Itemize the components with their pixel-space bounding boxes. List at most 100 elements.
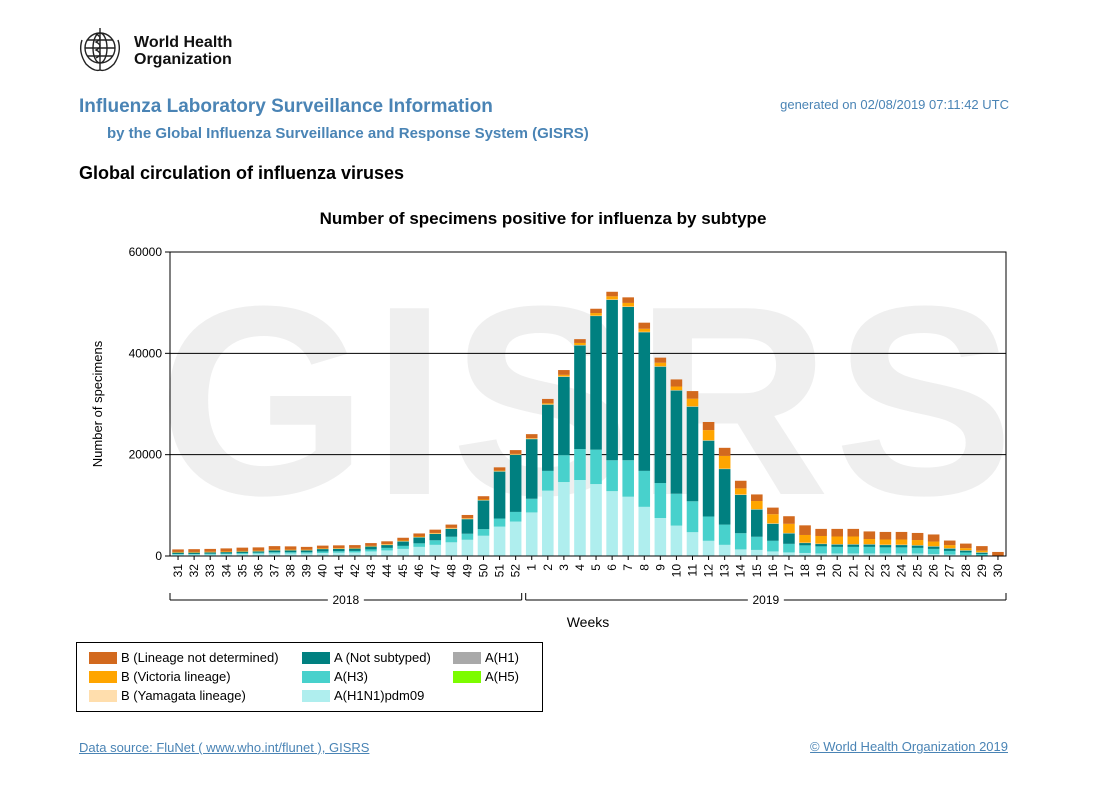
bar-segment-a-h1n1-pdm09 <box>686 532 699 556</box>
bar-segment-a-not-subtyped <box>252 551 265 553</box>
x-tick-label: 2 <box>541 564 555 571</box>
bar-segment-b-lineage-not-determined <box>236 547 249 551</box>
bar-segment-a-h1n1-pdm09 <box>879 553 892 556</box>
bar-segment-b-yamagata-lineage <box>445 528 458 529</box>
legend-label: A (Not subtyped) <box>334 650 431 665</box>
bar-segment-a-not-subtyped <box>654 366 667 484</box>
bar-segment-a-h1n1-pdm09 <box>333 552 345 556</box>
x-tick-label: 1 <box>525 564 539 571</box>
bar-segment-b-victoria-lineage <box>686 398 699 407</box>
x-tick-label: 17 <box>782 564 796 578</box>
bar-segment-b-lineage-not-determined <box>702 421 715 431</box>
bar-segment-b-lineage-not-determined <box>847 528 860 537</box>
bar-segment-a-h3 <box>911 547 924 554</box>
bar-segment-a-h1n1-pdm09 <box>236 553 249 556</box>
bar-segment-a-h1n1-pdm09 <box>895 553 908 556</box>
bar-segment-a-not-subtyped <box>670 390 683 494</box>
bar-segment-b-lineage-not-determined <box>638 322 651 329</box>
copyright-link[interactable]: © World Health Organization 2019 <box>810 739 1008 754</box>
bar-segment-b-lineage-not-determined <box>172 549 184 552</box>
bar-segment-a-h3 <box>686 501 699 533</box>
bar-segment-a-not-subtyped <box>767 523 779 541</box>
bar-segment-a-h3 <box>172 553 184 555</box>
bar-segment-b-yamagata-lineage <box>461 518 474 520</box>
x-tick-label: 21 <box>846 564 860 578</box>
bar-segment-a-h1n1-pdm09 <box>300 553 313 556</box>
bar-segment-a-h1n1-pdm09 <box>445 542 458 556</box>
legend-swatch <box>302 671 330 683</box>
bar-segment-b-victoria-lineage <box>397 540 409 542</box>
bar-segment-b-victoria-lineage <box>927 541 940 547</box>
who-logo-text-line1: World Health <box>134 34 233 51</box>
legend-label: B (Yamagata lineage) <box>121 688 246 703</box>
bar-segment-b-yamagata-lineage <box>815 543 827 545</box>
bar-segment-a-h1n1-pdm09 <box>493 526 506 556</box>
bar-segment-a-h3 <box>943 550 956 555</box>
bar-segment-a-h3 <box>188 553 200 555</box>
bar-segment-a-h3 <box>702 516 715 541</box>
x-tick-label: 43 <box>364 564 378 578</box>
bar-segment-b-victoria-lineage <box>767 514 779 524</box>
bar-segment-b-lineage-not-determined <box>911 532 924 541</box>
bar-segment-b-lineage-not-determined <box>204 548 216 552</box>
legend-label: B (Victoria lineage) <box>121 669 231 684</box>
bar-segment-a-h3 <box>895 547 908 554</box>
x-tick-label: 30 <box>991 564 1005 578</box>
bar-segment-a-not-subtyped <box>284 550 297 553</box>
bar-segment-a-h1n1-pdm09 <box>509 521 522 556</box>
bar-segment-a-h3 <box>349 550 361 553</box>
bar-segment-a-h3 <box>461 533 474 540</box>
bar-segment-a-not-subtyped <box>799 542 811 546</box>
bar-segment-a-h3 <box>654 483 667 518</box>
bar-segment-b-lineage-not-determined <box>300 546 313 550</box>
bar-segment-a-not-subtyped <box>590 315 602 450</box>
bar-segment-a-h3 <box>734 533 747 550</box>
bar-segment-b-yamagata-lineage <box>976 552 988 553</box>
bar-segment-a-h1n1-pdm09 <box>188 554 200 556</box>
x-tick-label: 16 <box>766 564 780 578</box>
bar-segment-a-h3 <box>847 546 860 554</box>
x-tick-label: 48 <box>444 564 458 578</box>
x-tick-label: 42 <box>348 564 362 578</box>
bar-segment-b-lineage-not-determined <box>670 379 683 387</box>
bar-segment-a-h1n1-pdm09 <box>927 553 940 556</box>
bar-segment-a-not-subtyped <box>542 404 554 471</box>
bar-segment-a-not-subtyped <box>879 544 892 548</box>
bar-segment-a-h1n1-pdm09 <box>252 553 265 556</box>
bar-segment-a-h3 <box>252 552 265 554</box>
bar-segment-b-yamagata-lineage <box>333 548 345 549</box>
bar-segment-a-h1n1-pdm09 <box>397 548 409 556</box>
bar-segment-a-h3 <box>638 470 651 507</box>
bar-segment-b-victoria-lineage <box>252 550 265 552</box>
bar-segment-a-h1n1-pdm09 <box>429 544 442 556</box>
x-tick-label: 13 <box>718 564 732 578</box>
year-label-bg <box>747 592 784 606</box>
bar-segment-a-h3 <box>590 449 602 485</box>
bar-segment-b-lineage-not-determined <box>718 447 731 456</box>
bar-segment-b-victoria-lineage <box>702 430 715 441</box>
bar-segment-a-h1n1-pdm09 <box>831 553 843 556</box>
data-source-link[interactable]: Data source: FluNet ( www.who.int/flunet… <box>79 740 370 755</box>
bar-segment-a-h1n1-pdm09 <box>542 490 554 556</box>
bar-segment-b-victoria-lineage <box>300 549 313 551</box>
bar-segment-a-not-subtyped <box>622 306 634 461</box>
bar-segment-a-h1n1-pdm09 <box>734 549 747 556</box>
bar-segment-b-lineage-not-determined <box>943 540 956 546</box>
bar-segment-b-yamagata-lineage <box>943 548 956 549</box>
bar-segment-a-not-subtyped <box>204 552 216 554</box>
bar-segment-b-yamagata-lineage <box>927 546 940 547</box>
bar-segment-b-yamagata-lineage <box>236 551 249 552</box>
x-tick-label: 27 <box>943 564 957 578</box>
bar-segment-a-h3 <box>525 498 538 513</box>
bar-segment-b-victoria-lineage <box>365 545 377 547</box>
bar-segment-b-yamagata-lineage <box>413 537 425 538</box>
bar-segment-b-yamagata-lineage <box>284 549 297 551</box>
bar-segment-b-yamagata-lineage <box>654 366 667 367</box>
bar-segment-b-victoria-lineage <box>734 488 747 495</box>
bar-segment-b-lineage-not-determined <box>606 291 618 297</box>
bar-segment-a-h3 <box>204 553 216 555</box>
bar-segment-a-h1n1-pdm09 <box>525 512 538 556</box>
bar-segment-a-h1n1-pdm09 <box>558 482 570 556</box>
bar-segment-b-yamagata-lineage <box>397 541 409 542</box>
bar-segment-a-not-subtyped <box>268 550 281 553</box>
